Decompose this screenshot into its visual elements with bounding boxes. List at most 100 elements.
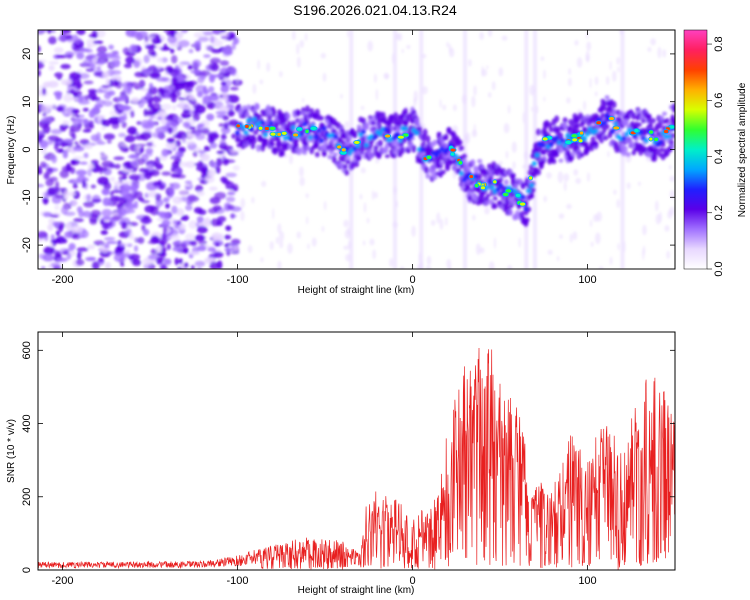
ridge-cell [477, 173, 483, 180]
noise-speckle [194, 162, 205, 167]
noise-speckle-layer [38, 30, 675, 269]
ridge-cell [244, 111, 250, 118]
noise-speckle [216, 150, 225, 155]
noise-speckle [607, 150, 610, 158]
noise-speckle [291, 30, 296, 41]
noise-speckle [225, 172, 237, 178]
noise-speckle [96, 52, 109, 59]
noise-speckle [109, 176, 116, 182]
noise-speckle [221, 81, 227, 86]
noise-speckle [182, 121, 191, 128]
noise-speckle [75, 169, 87, 176]
ridge-hotspot [480, 185, 486, 191]
ridge-cell [368, 115, 373, 120]
noise-speckle [231, 41, 236, 51]
noise-speckle [301, 97, 305, 103]
noise-speckle [172, 127, 177, 136]
ridge-cell [314, 151, 320, 158]
ridge-cell [664, 150, 670, 156]
noise-speckle [298, 166, 304, 177]
noise-speckle [84, 95, 90, 101]
colorbar-tick-label: 0.2 [713, 205, 725, 220]
noise-speckle [41, 116, 51, 123]
noise-speckle [229, 214, 237, 218]
noise-speckle [149, 169, 160, 177]
noise-speckle [128, 174, 141, 181]
noise-speckle [311, 237, 317, 247]
noise-speckle [212, 30, 220, 33]
ridge-core [433, 152, 439, 158]
noise-speckle [121, 221, 128, 230]
noise-speckle [227, 109, 235, 117]
noise-speckle [135, 144, 140, 154]
noise-speckle [573, 168, 579, 176]
noise-speckle [218, 123, 225, 128]
ridge-hotspot [353, 140, 361, 145]
ridge-cell [250, 142, 256, 150]
noise-speckle [104, 261, 112, 269]
noise-speckle [468, 59, 472, 67]
noise-speckle [374, 191, 378, 199]
noise-speckle [657, 46, 662, 59]
ridge-core [489, 184, 495, 190]
noise-speckle [182, 109, 191, 113]
noise-speckle [166, 243, 171, 250]
ridge-cell [439, 160, 445, 165]
noise-speckle [209, 57, 221, 64]
ridge-cell [541, 148, 547, 156]
noise-speckle [233, 246, 239, 252]
ridge-cell [508, 209, 513, 216]
ridge-core [473, 173, 478, 179]
noise-speckle [85, 256, 97, 262]
noise-speckle [108, 116, 121, 125]
ridge-hotspot [492, 179, 498, 185]
ridge-cell [403, 107, 408, 115]
noise-speckle [96, 141, 106, 145]
ridge-cell [309, 108, 315, 115]
noise-speckle [94, 103, 104, 109]
ridge-core [593, 128, 599, 134]
noise-speckle [172, 246, 182, 252]
ridge-core [520, 194, 526, 200]
noise-speckle [146, 162, 155, 169]
ridge-cell [256, 144, 261, 152]
noise-speckle [174, 140, 181, 147]
snr-panel: -200 -100 0 100 0 200 400 600 Height of straig… [6, 331, 676, 596]
noise-speckle [60, 79, 73, 86]
noise-speckle [60, 206, 69, 215]
ridge-cell [347, 134, 352, 141]
noise-speckle [69, 128, 75, 138]
noise-speckle [406, 44, 411, 50]
noise-speckle [88, 120, 94, 128]
ridge-core [666, 134, 672, 140]
ridge-cell [342, 163, 348, 170]
noise-speckle [203, 54, 211, 58]
ridge-cell [600, 112, 606, 118]
ridge-core [251, 116, 257, 122]
noise-speckle [156, 76, 168, 82]
ridge-hotspot [235, 123, 241, 129]
ridge-hotspot [570, 133, 578, 139]
noise-speckle [66, 54, 73, 59]
noise-speckle [121, 143, 128, 148]
noise-speckle [384, 73, 389, 80]
ridge-hotspot [648, 136, 654, 142]
noise-speckle [226, 204, 235, 210]
noise-speckle [216, 157, 223, 167]
noise-speckle [149, 71, 161, 79]
noise-speckle [165, 141, 177, 149]
noise-speckle [161, 219, 171, 227]
noise-speckle [38, 45, 41, 53]
noise-speckle [94, 138, 103, 143]
noise-speckle [448, 47, 455, 58]
noise-speckle [209, 261, 220, 269]
spectrogram-x-ticks: -200 -100 0 100 [51, 30, 597, 286]
noise-speckle [101, 216, 113, 221]
ridge-hotspot [519, 201, 526, 207]
noise-speckle [421, 86, 428, 95]
noise-speckle [369, 238, 375, 246]
noise-speckle [401, 48, 404, 54]
ridge-cell [277, 140, 282, 148]
noise-speckle [171, 55, 178, 64]
colorbar-gradient [683, 29, 708, 270]
